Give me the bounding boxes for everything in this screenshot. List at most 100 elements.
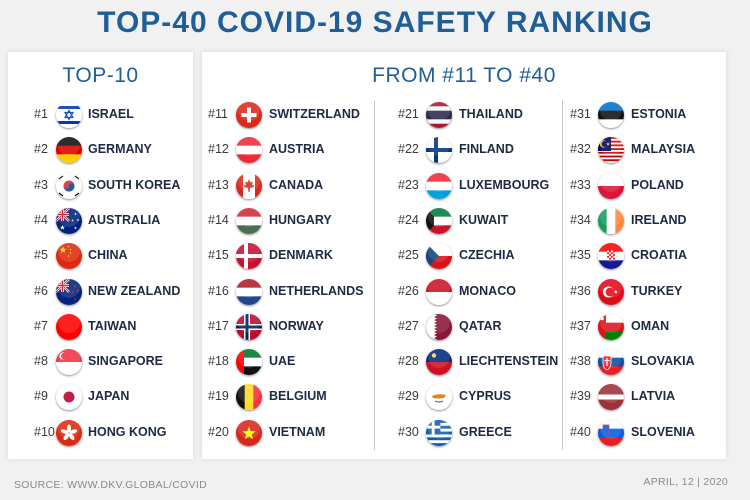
country-name: JAPAN xyxy=(88,389,130,404)
ranking-entry: #13 CANADA xyxy=(208,172,383,199)
country-name: CROATIA xyxy=(631,248,688,263)
qatar-flag-icon xyxy=(426,313,452,340)
country-name: MONACO xyxy=(459,283,516,298)
japan-flag-icon xyxy=(56,384,82,411)
rank-number: #6 xyxy=(34,283,48,298)
country-name: CHINA xyxy=(88,248,128,263)
kuwait-flag-icon xyxy=(426,207,452,234)
norway-flag-icon xyxy=(236,313,262,340)
ranking-entry: #18 UAE xyxy=(208,349,383,376)
ranking-entry: #4 AUSTRALIA xyxy=(34,207,209,234)
rank-number: #31 xyxy=(570,107,591,121)
country-name: QATAR xyxy=(459,318,502,333)
rank-number: #38 xyxy=(570,354,591,369)
rank-number: #23 xyxy=(398,177,419,192)
rank-number: #36 xyxy=(570,283,591,298)
ranking-entry: #34 IRELAND xyxy=(570,207,745,234)
rank-number: #26 xyxy=(398,283,419,298)
czechia-flag-icon xyxy=(426,243,452,270)
israel-flag-icon xyxy=(56,102,82,128)
luxembourg-flag-icon xyxy=(426,172,452,199)
rank-number: #14 xyxy=(208,212,229,227)
country-name: NETHERLANDS xyxy=(269,283,364,298)
rank-number: #29 xyxy=(398,389,419,404)
country-name: CANADA xyxy=(269,177,324,192)
austria-flag-icon xyxy=(236,137,262,164)
rank-number: #34 xyxy=(570,212,591,227)
country-name: KUWAIT xyxy=(459,212,509,227)
denmark-flag-icon xyxy=(236,243,262,270)
netherlands-flag-icon xyxy=(236,278,262,305)
country-name: VIETNAM xyxy=(269,424,326,439)
cyprus-flag-icon xyxy=(426,384,452,411)
ranking-entry: #33 POLAND xyxy=(570,172,745,199)
malaysia-flag-icon xyxy=(598,137,624,164)
ranking-entry: #27 QATAR xyxy=(398,313,573,340)
monaco-flag-icon xyxy=(426,278,452,305)
rank-number: #24 xyxy=(398,212,419,227)
ranking-entry: #6 NEW ZEALAND xyxy=(34,278,209,305)
canada-flag-icon xyxy=(236,172,262,199)
rest-panel: FROM #11 TO #40 #11 SWITZERLAND #12 AUSTRIA… xyxy=(202,52,726,459)
rank-number: #20 xyxy=(208,424,229,439)
country-name: TAIWAN xyxy=(88,318,137,333)
country-name: SOUTH KOREA xyxy=(88,177,181,192)
country-name: ISRAEL xyxy=(88,107,134,121)
rank-number: #22 xyxy=(398,142,419,157)
ranking-entry: #20 VIETNAM xyxy=(208,419,383,446)
ranking-entry: #19 BELGIUM xyxy=(208,384,383,411)
rank-number: #5 xyxy=(34,248,48,263)
country-name: SLOVAKIA xyxy=(631,354,695,369)
rank-number: #18 xyxy=(208,354,229,369)
ranking-entry: #8 SINGAPORE xyxy=(34,349,209,376)
hungary-flag-icon xyxy=(236,207,262,234)
rank-number: #17 xyxy=(208,318,229,333)
ranking-entry: #35 CROATIA xyxy=(570,243,745,270)
rank-number: #3 xyxy=(34,177,48,192)
ranking-entry: #5 CHINA xyxy=(34,243,209,270)
country-name: CYPRUS xyxy=(459,389,512,404)
south-korea-flag-icon xyxy=(56,172,82,199)
hong-kong-flag-icon xyxy=(56,419,82,446)
rank-number: #21 xyxy=(398,107,419,121)
country-name: ESTONIA xyxy=(631,107,687,121)
ranking-entry: #29 CYPRUS xyxy=(398,384,573,411)
ranking-entry: #11 SWITZERLAND xyxy=(208,102,383,128)
taiwan-flag-icon xyxy=(56,313,82,340)
turkey-flag-icon xyxy=(598,278,624,305)
country-name: MALAYSIA xyxy=(631,142,696,157)
latvia-flag-icon xyxy=(598,384,624,411)
ranking-entry: #38 SLOVAKIA xyxy=(570,349,745,376)
ranking-entry: #30 GREECE xyxy=(398,419,573,446)
ranking-entry: #23 LUXEMBOURG xyxy=(398,172,573,199)
rank-number: #25 xyxy=(398,248,419,263)
rank-number: #4 xyxy=(34,212,48,227)
column-divider xyxy=(374,100,375,450)
uae-flag-icon xyxy=(236,349,262,376)
oman-flag-icon xyxy=(598,313,624,340)
slovenia-flag-icon xyxy=(598,419,624,446)
ranking-entry: #12 AUSTRIA xyxy=(208,137,383,164)
estonia-flag-icon xyxy=(598,102,624,128)
source-note: SOURCE: WWW.DKV.GLOBAL/COVID xyxy=(14,479,207,491)
rank-number: #19 xyxy=(208,389,229,404)
rank-number: #13 xyxy=(208,177,229,192)
country-name: DENMARK xyxy=(269,248,333,263)
country-name: LUXEMBOURG xyxy=(459,177,550,192)
ranking-entry: #10 HONG KONG xyxy=(34,419,209,446)
country-name: HONG KONG xyxy=(88,424,167,439)
rank-number: #9 xyxy=(34,389,48,404)
greece-flag-icon xyxy=(426,419,452,446)
country-name: IRELAND xyxy=(631,212,687,227)
liechtenstein-flag-icon xyxy=(426,349,452,376)
belgium-flag-icon xyxy=(236,384,262,411)
country-name: NEW ZEALAND xyxy=(88,283,181,298)
ranking-entry: #22 FINLAND xyxy=(398,137,573,164)
ranking-entry: #28 LIECHTENSTEIN xyxy=(398,349,573,376)
ranking-entry: #14 HUNGARY xyxy=(208,207,383,234)
rank-number: #32 xyxy=(570,142,591,157)
country-name: GERMANY xyxy=(88,142,152,157)
country-name: FINLAND xyxy=(459,142,514,157)
rank-number: #37 xyxy=(570,318,591,333)
ranking-entry: #2 GERMANY xyxy=(34,137,209,164)
